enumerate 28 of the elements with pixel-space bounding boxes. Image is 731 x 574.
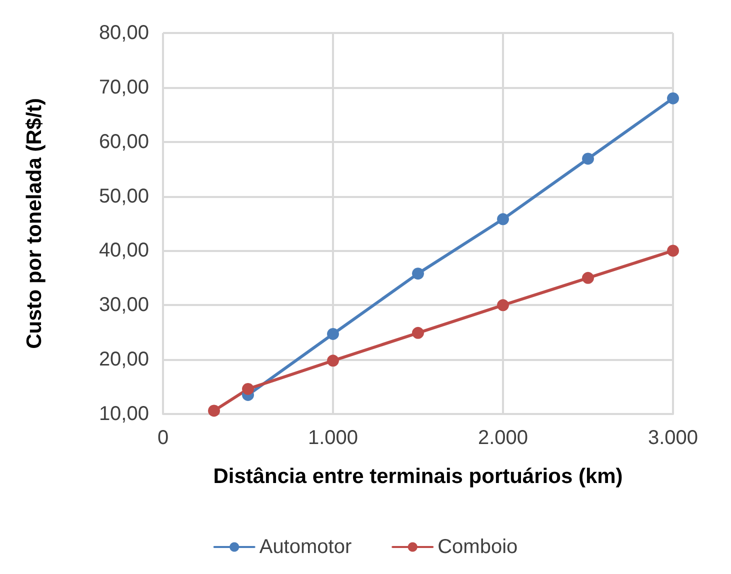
point	[582, 152, 594, 165]
x-axis-title: Distância entre terminais portuários (km)	[213, 465, 623, 488]
y-tick-label: 10,00	[98, 403, 149, 425]
point	[667, 244, 679, 257]
x-tick-label: 0	[157, 427, 169, 449]
point	[242, 382, 254, 395]
y-tick-label: 70,00	[98, 76, 149, 98]
y-tick-label: 60,00	[98, 130, 149, 153]
y-tick-label: 50,00	[98, 185, 149, 208]
point	[497, 213, 509, 226]
point	[327, 354, 339, 367]
legend-label: Automotor	[259, 536, 352, 558]
point	[497, 299, 509, 312]
legend-label: Comboio	[438, 536, 518, 558]
y-axis-title: Custo por tonelada (R$/t)	[23, 98, 46, 349]
point	[208, 404, 220, 417]
y-tick-label: 80,00	[98, 22, 149, 44]
point	[327, 328, 339, 340]
y-tick-label: 30,00	[98, 294, 149, 316]
y-tick-label: 40,00	[98, 240, 149, 262]
point	[582, 272, 594, 284]
point	[667, 92, 679, 104]
x-tick-label: 1.000	[308, 427, 358, 449]
x-tick-label: 3.000	[648, 427, 698, 449]
point	[412, 268, 424, 280]
point	[412, 326, 424, 339]
x-tick-label: 2.000	[478, 427, 528, 449]
y-tick-label: 20,00	[98, 348, 149, 371]
